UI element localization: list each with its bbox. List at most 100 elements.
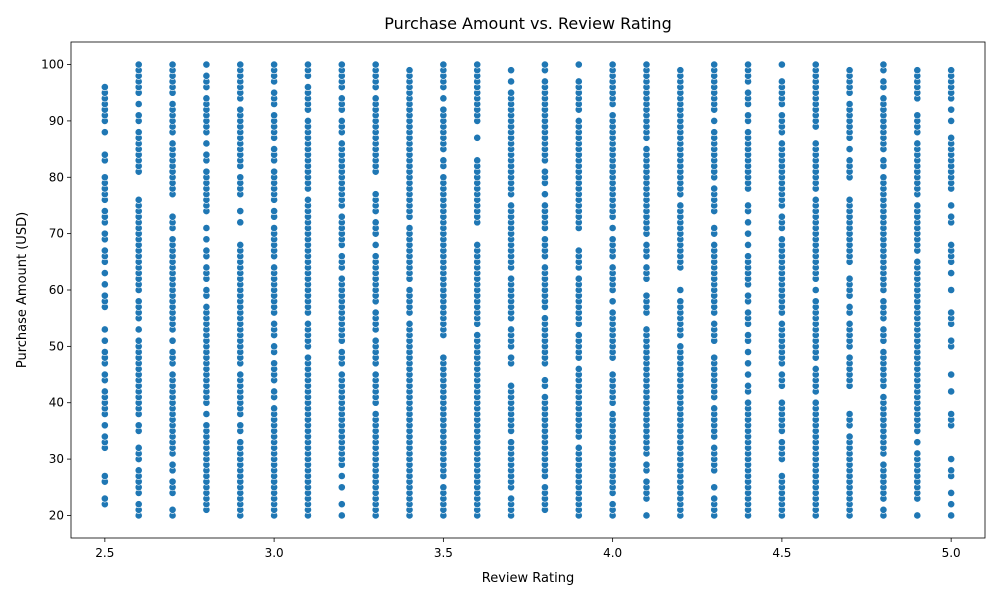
data-point: [507, 494, 515, 503]
data-point: [371, 218, 380, 227]
data-point: [168, 336, 177, 345]
data-point: [744, 88, 752, 97]
data-point: [744, 308, 752, 317]
data-point: [134, 195, 143, 204]
data-point: [168, 60, 177, 69]
data-point: [100, 280, 109, 289]
data-point: [236, 218, 245, 227]
y-tick-label: 20: [49, 508, 64, 522]
data-point: [608, 111, 617, 120]
data-point: [168, 139, 177, 148]
data-point: [270, 224, 279, 232]
data-point: [236, 438, 245, 447]
data-point: [744, 218, 752, 227]
data-point: [337, 60, 346, 69]
data-point: [947, 511, 956, 520]
data-point: [845, 353, 854, 362]
data-point: [879, 60, 888, 69]
data-point: [947, 387, 956, 396]
data-point: [710, 483, 719, 492]
data-point: [947, 370, 956, 379]
data-point: [574, 246, 583, 255]
data-point: [947, 117, 956, 125]
data-point: [202, 71, 211, 80]
data-point: [473, 156, 482, 165]
data-point: [337, 370, 346, 379]
y-tick-label: 60: [49, 283, 64, 297]
data-point: [337, 117, 346, 125]
data-point: [845, 319, 854, 328]
data-point: [168, 100, 177, 108]
data-point: [845, 156, 854, 165]
data-point: [202, 139, 211, 148]
data-point: [845, 410, 854, 418]
data-point: [541, 483, 549, 492]
data-point: [304, 195, 312, 204]
data-point: [642, 145, 651, 153]
data-point: [710, 404, 719, 413]
data-point: [405, 224, 414, 232]
data-point: [947, 241, 956, 249]
data-point: [473, 133, 482, 142]
data-point: [236, 370, 245, 379]
data-point: [574, 443, 583, 452]
data-point: [134, 100, 143, 108]
data-point: [947, 500, 956, 509]
data-point: [337, 472, 346, 480]
data-point: [710, 117, 719, 125]
data-point: [100, 128, 109, 137]
data-point: [439, 94, 448, 103]
data-point: [473, 331, 482, 339]
data-point: [270, 167, 279, 176]
y-axis-label: Purchase Amount (USD): [15, 212, 30, 368]
data-point: [168, 212, 177, 221]
data-point: [845, 303, 854, 311]
data-point: [371, 190, 380, 199]
data-point: [710, 443, 719, 452]
data-point: [879, 173, 888, 182]
data-point: [642, 477, 651, 486]
data-point: [507, 353, 515, 362]
data-point: [744, 381, 752, 390]
data-point: [100, 207, 109, 215]
data-point: [202, 94, 211, 103]
data-point: [744, 252, 752, 261]
data-point: [507, 77, 515, 86]
data-point: [642, 325, 651, 334]
data-point: [202, 235, 211, 244]
data-point: [405, 319, 414, 328]
data-point: [777, 398, 786, 407]
data-point: [947, 489, 956, 497]
data-point: [574, 365, 583, 373]
data-point: [642, 511, 651, 520]
data-point: [236, 421, 245, 430]
data-point: [202, 410, 211, 418]
data-point: [439, 156, 448, 165]
data-point: [236, 105, 245, 114]
data-point: [134, 421, 143, 430]
data-point: [879, 297, 888, 306]
data-point: [777, 77, 786, 86]
data-point: [134, 111, 143, 120]
data-point: [879, 348, 888, 356]
data-point: [304, 353, 312, 362]
x-tick-label: 4.5: [772, 546, 791, 560]
data-point: [337, 139, 346, 148]
data-point: [100, 150, 109, 159]
data-point: [710, 128, 719, 137]
data-point: [811, 286, 820, 294]
data-point: [371, 308, 380, 317]
data-point: [270, 207, 279, 215]
data-point: [541, 60, 549, 69]
data-point: [608, 297, 617, 306]
data-point: [879, 393, 888, 401]
data-point: [879, 77, 888, 86]
data-point: [744, 398, 752, 407]
data-point: [947, 455, 956, 463]
data-point: [134, 443, 143, 452]
data-point: [879, 325, 888, 334]
data-point: [236, 173, 245, 182]
data-point: [710, 224, 719, 232]
data-point: [202, 60, 211, 69]
data-point: [270, 263, 279, 272]
